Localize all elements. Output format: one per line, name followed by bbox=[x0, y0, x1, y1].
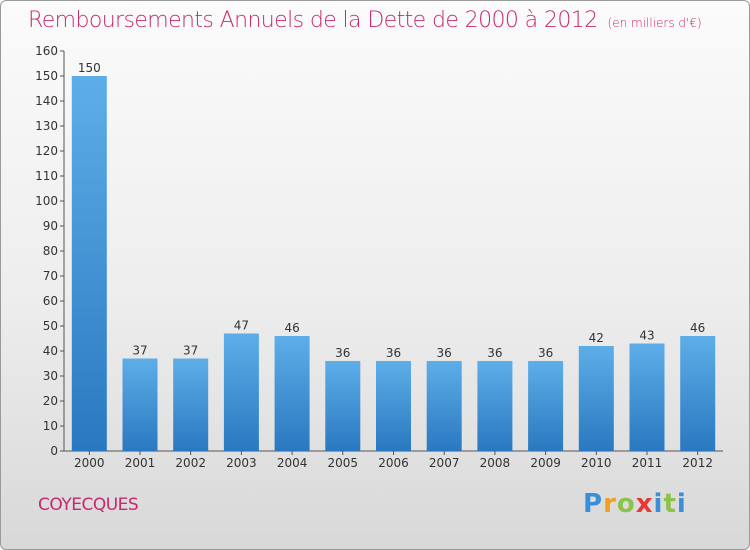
x-tick-label: 2005 bbox=[328, 456, 359, 470]
bar bbox=[223, 333, 259, 451]
chart-title: Remboursements Annuels de la Dette de 20… bbox=[28, 8, 702, 33]
y-tick-label: 140 bbox=[35, 94, 58, 108]
x-tick-label: 2009 bbox=[530, 456, 561, 470]
proxiti-logo: Proxiti bbox=[583, 489, 687, 519]
bar bbox=[376, 361, 411, 451]
bar-value-label: 42 bbox=[589, 331, 604, 345]
y-tick-label: 70 bbox=[43, 269, 58, 283]
bar-chart: 0 10 20 30 40 50 60 70 80 90 100 110 120 130 140 150 160… bbox=[35, 44, 723, 470]
logo-letter: x bbox=[635, 489, 654, 519]
logo-letter: P bbox=[583, 489, 604, 519]
y-tick-label: 130 bbox=[35, 119, 58, 133]
bar bbox=[71, 76, 107, 451]
bar-value-label: 36 bbox=[437, 346, 452, 360]
x-tick-label: 2001 bbox=[125, 456, 156, 470]
bar-value-label: 37 bbox=[183, 344, 198, 358]
x-tick-label: 2008 bbox=[480, 456, 511, 470]
y-tick-label: 0 bbox=[50, 444, 58, 458]
logo-letter: i bbox=[653, 489, 664, 519]
x-tick-label: 2000 bbox=[74, 456, 105, 470]
y-tick-label: 30 bbox=[43, 369, 58, 383]
bar-value-label: 36 bbox=[487, 346, 502, 360]
bar-value-label: 46 bbox=[690, 321, 705, 335]
y-tick-label: 40 bbox=[43, 344, 58, 358]
bar bbox=[680, 336, 716, 451]
y-tick-label: 20 bbox=[43, 394, 58, 408]
bar bbox=[325, 361, 361, 451]
x-tick-label: 2012 bbox=[682, 456, 713, 470]
bar-value-label: 150 bbox=[78, 61, 101, 75]
y-tick-label: 60 bbox=[43, 294, 58, 308]
y-tick-label: 160 bbox=[35, 44, 58, 58]
y-tick-label: 110 bbox=[35, 169, 58, 183]
chart-subtitle: (en milliers d'€) bbox=[607, 16, 702, 30]
logo-letter: i bbox=[676, 489, 687, 519]
bar-value-label: 46 bbox=[284, 321, 299, 335]
bar bbox=[426, 361, 462, 451]
logo-letter: o bbox=[616, 489, 636, 519]
x-tick-label: 2007 bbox=[429, 456, 460, 470]
logo-letter: r bbox=[603, 489, 617, 519]
bar bbox=[528, 361, 564, 451]
place-name: COYECQUES bbox=[38, 495, 139, 515]
y-tick-label: 120 bbox=[35, 144, 58, 158]
bar bbox=[274, 336, 310, 451]
bar-value-label: 37 bbox=[132, 344, 147, 358]
x-tick-label: 2010 bbox=[581, 456, 612, 470]
bar-value-label: 36 bbox=[335, 346, 350, 360]
bar bbox=[477, 361, 513, 451]
y-tick-label: 150 bbox=[35, 69, 58, 83]
bar bbox=[629, 343, 665, 451]
bar bbox=[122, 358, 158, 451]
x-tick-label: 2011 bbox=[632, 456, 663, 470]
bar-value-label: 47 bbox=[234, 319, 249, 333]
y-tick-label: 10 bbox=[43, 419, 58, 433]
bar-value-label: 43 bbox=[639, 329, 654, 343]
x-tick-label: 2004 bbox=[277, 456, 308, 470]
y-tick-label: 100 bbox=[35, 194, 58, 208]
y-tick-label: 80 bbox=[43, 244, 58, 258]
bar-value-label: 36 bbox=[386, 346, 401, 360]
chart-title-text: Remboursements Annuels de la Dette de 20… bbox=[28, 8, 598, 33]
x-tick-label: 2002 bbox=[175, 456, 206, 470]
bar-value-label: 36 bbox=[538, 346, 553, 360]
logo-letter: t bbox=[663, 489, 677, 519]
x-tick-label: 2006 bbox=[378, 456, 409, 470]
y-tick-label: 90 bbox=[43, 219, 58, 233]
bar bbox=[578, 346, 614, 451]
x-tick-label: 2003 bbox=[226, 456, 257, 470]
y-tick-label: 50 bbox=[43, 319, 58, 333]
bar bbox=[173, 358, 209, 451]
